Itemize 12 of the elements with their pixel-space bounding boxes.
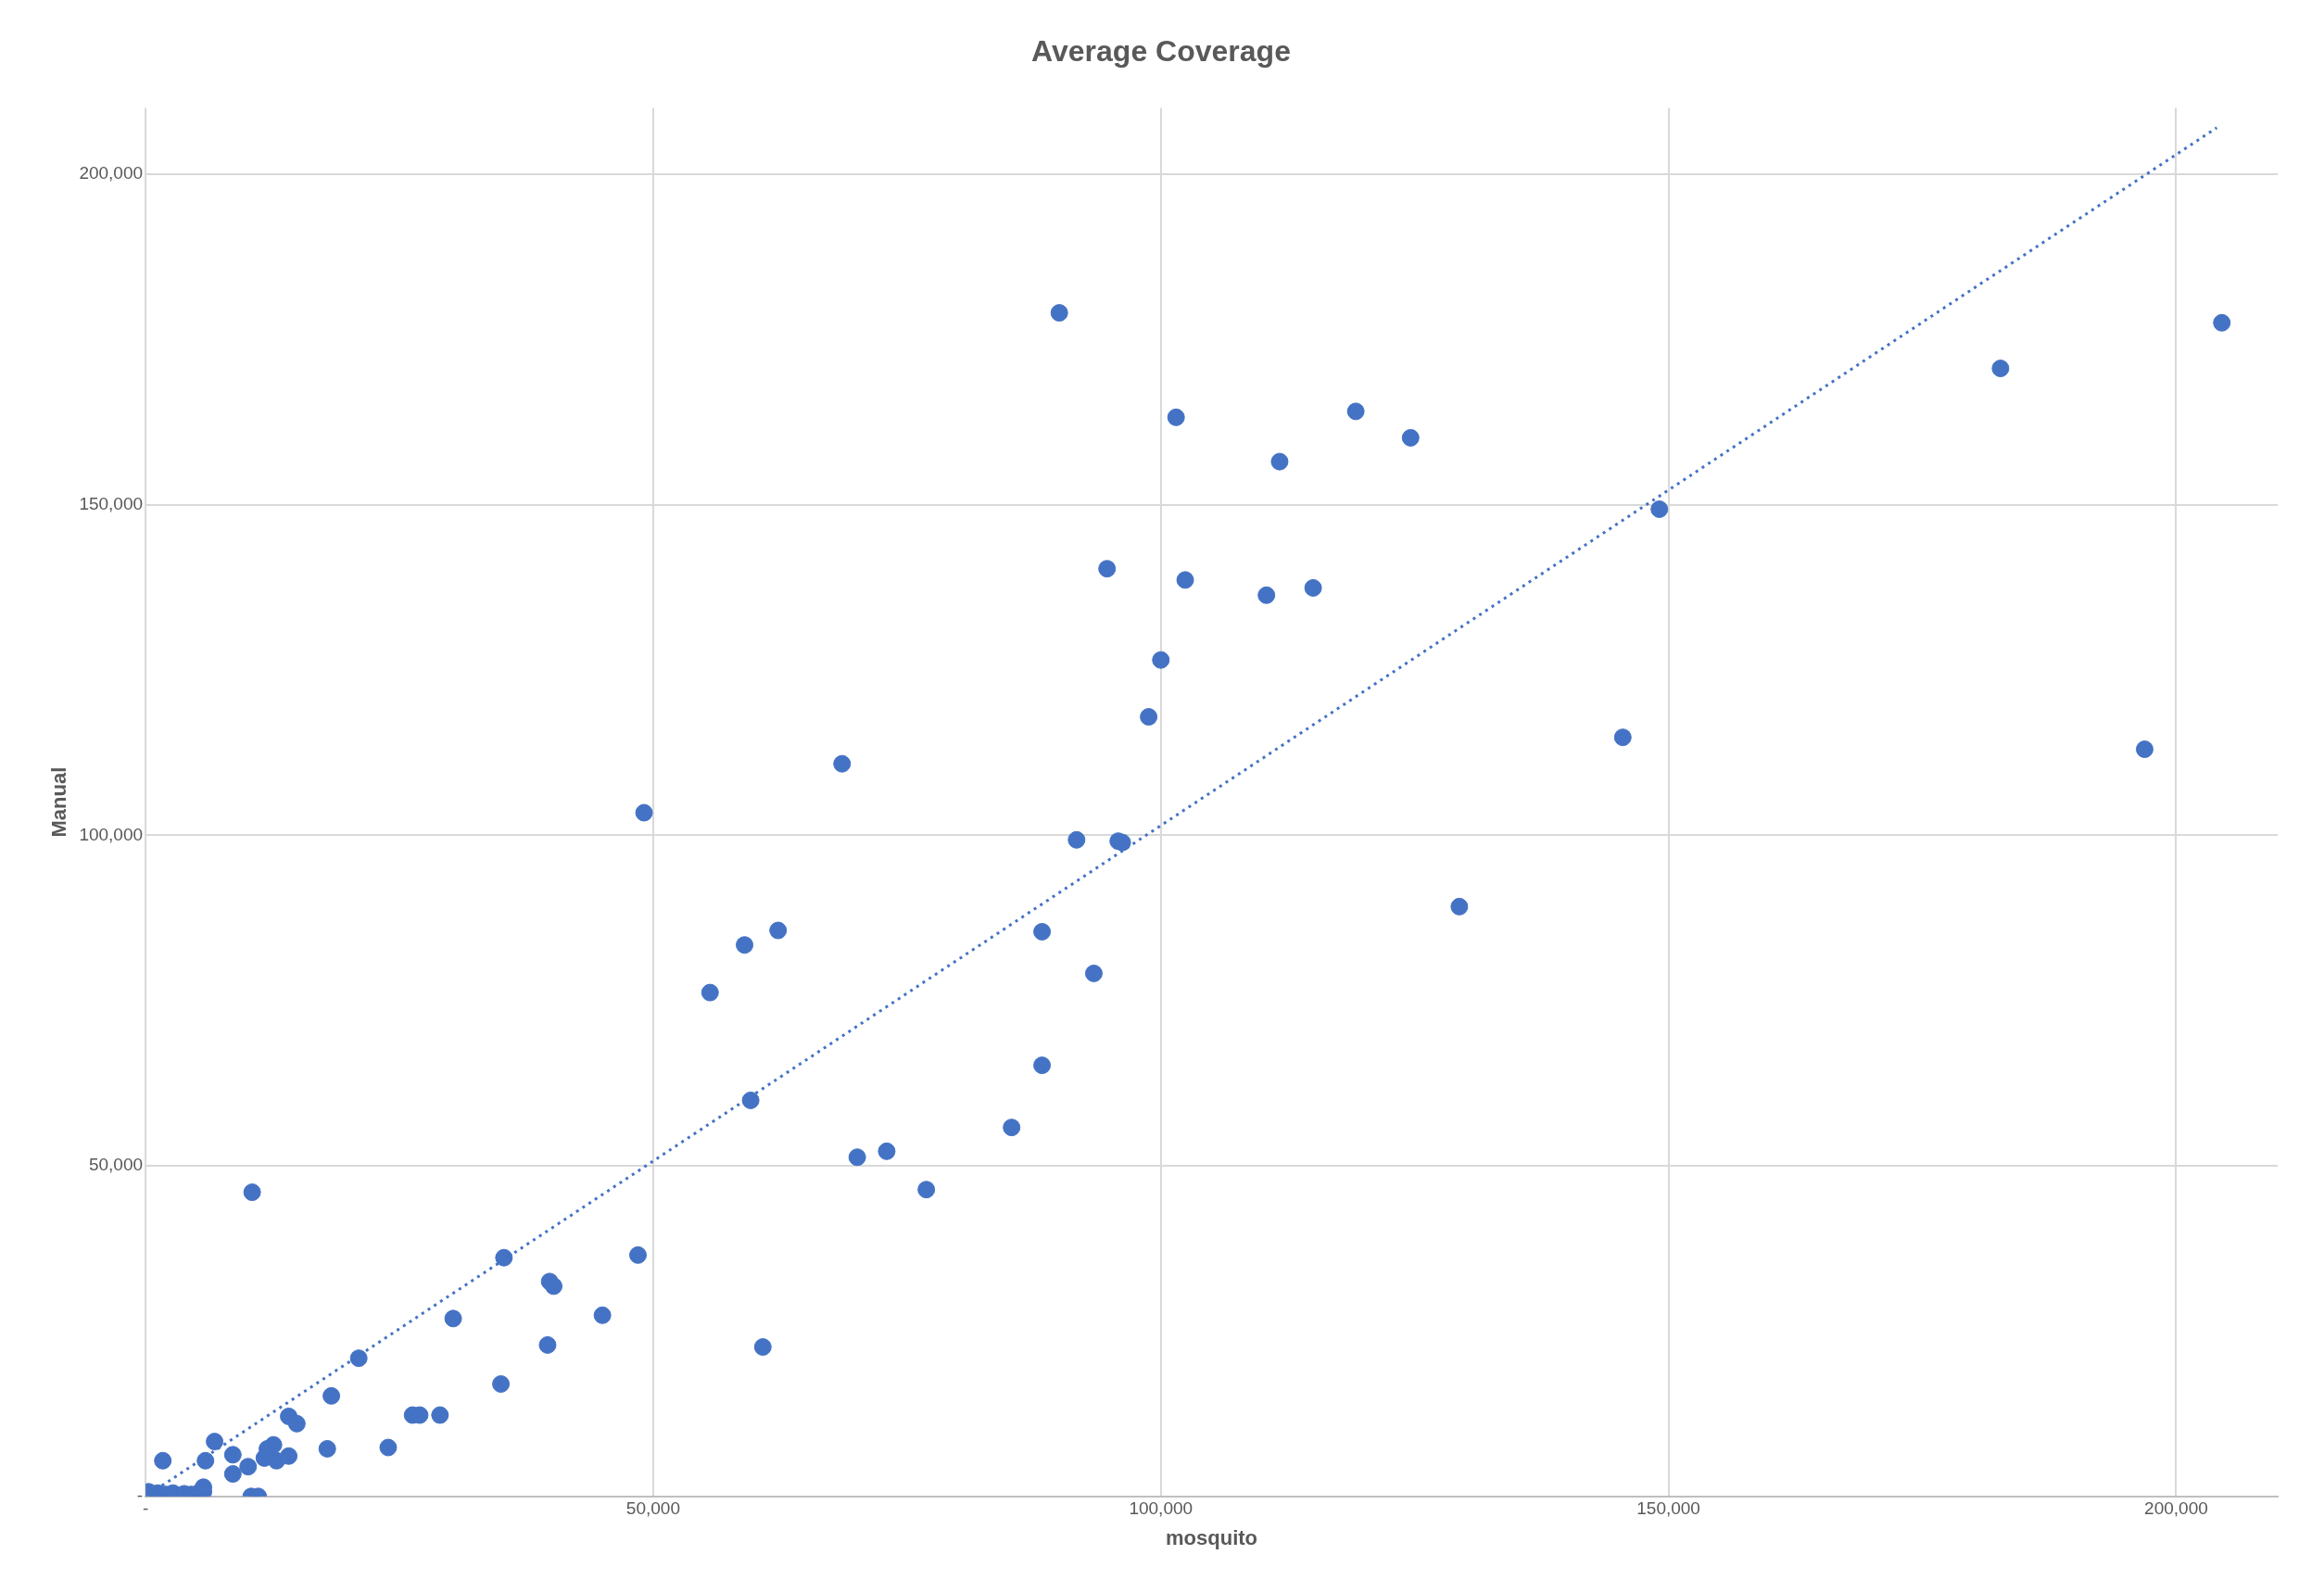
x-tick-label: 50,000 [625, 1498, 680, 1519]
x-tick-label: 200,000 [2144, 1498, 2208, 1519]
y-tick-label: - [136, 1485, 144, 1506]
y-tick-label: 50,000 [88, 1155, 144, 1175]
y-tick-label: 100,000 [79, 824, 144, 844]
chart-title: Average Coverage [1031, 34, 1291, 69]
x-axis-title: mosquito [1166, 1525, 1258, 1549]
y-axis-title: Manual [47, 766, 71, 838]
y-tick-label: 200,000 [79, 162, 144, 183]
x-tick-label: 100,000 [1129, 1498, 1194, 1519]
x-tick-label: 150,000 [1636, 1498, 1700, 1519]
y-tick-label: 150,000 [79, 493, 144, 513]
